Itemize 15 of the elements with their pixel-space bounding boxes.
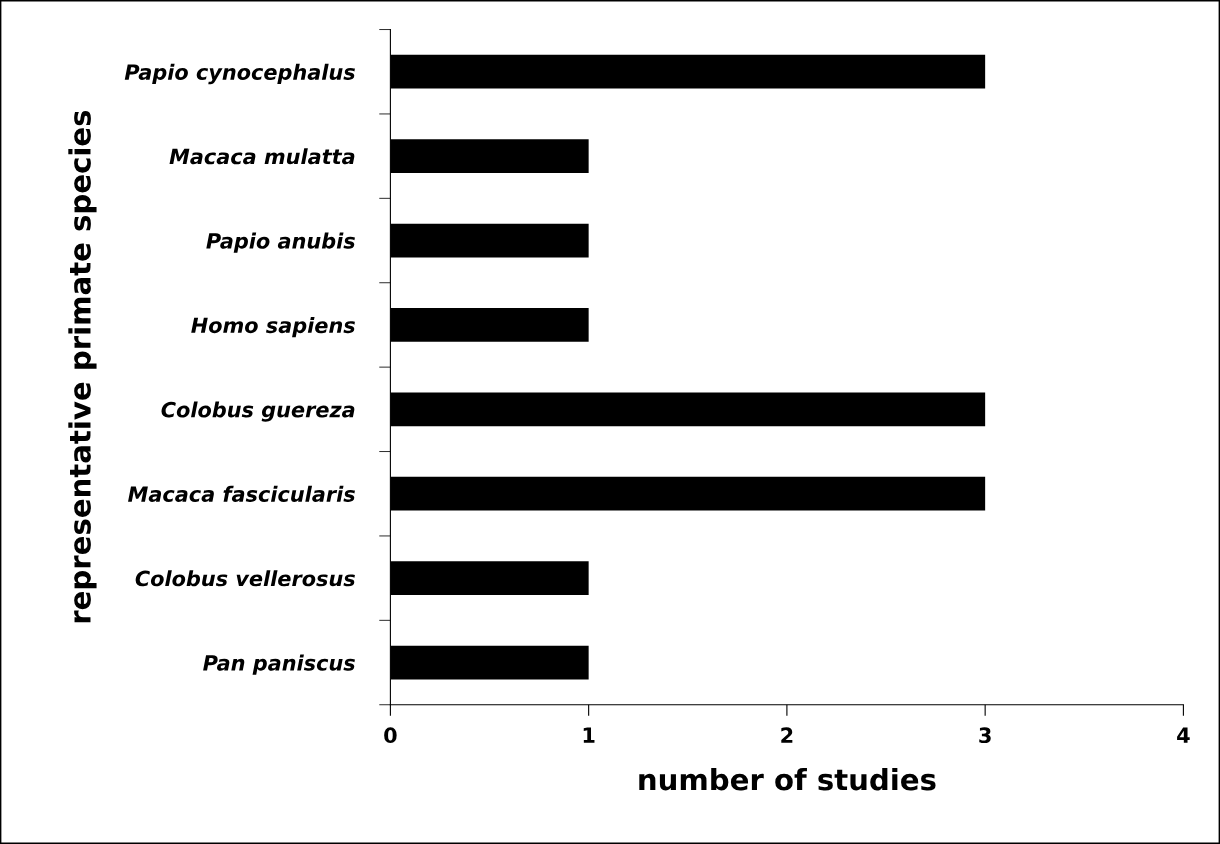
x-tick-label: 3 xyxy=(979,727,991,744)
x-tick-label: 1 xyxy=(583,727,595,743)
x-tick-label: 4 xyxy=(1177,727,1190,743)
y-tick-label: Colobus vellerosus xyxy=(135,570,355,587)
y-tick-label: Colobus guereza xyxy=(161,401,355,422)
y-tick-label: Homo sapiens xyxy=(191,317,355,338)
y-axis-title: representative primate species xyxy=(68,110,97,623)
x-axis-title: number of studies xyxy=(639,767,936,791)
y-tick-label: Papio anubis xyxy=(206,232,355,253)
x-tick-label: 2 xyxy=(781,727,793,743)
y-tick-label: Macaca fascicularis xyxy=(128,485,355,502)
y-tick-label: Macaca mulatta xyxy=(169,148,355,165)
y-tick-label: Papio cynocephalus xyxy=(124,63,355,85)
y-tick-label: Pan paniscus xyxy=(203,654,355,675)
x-tick-label: 0 xyxy=(384,727,397,744)
